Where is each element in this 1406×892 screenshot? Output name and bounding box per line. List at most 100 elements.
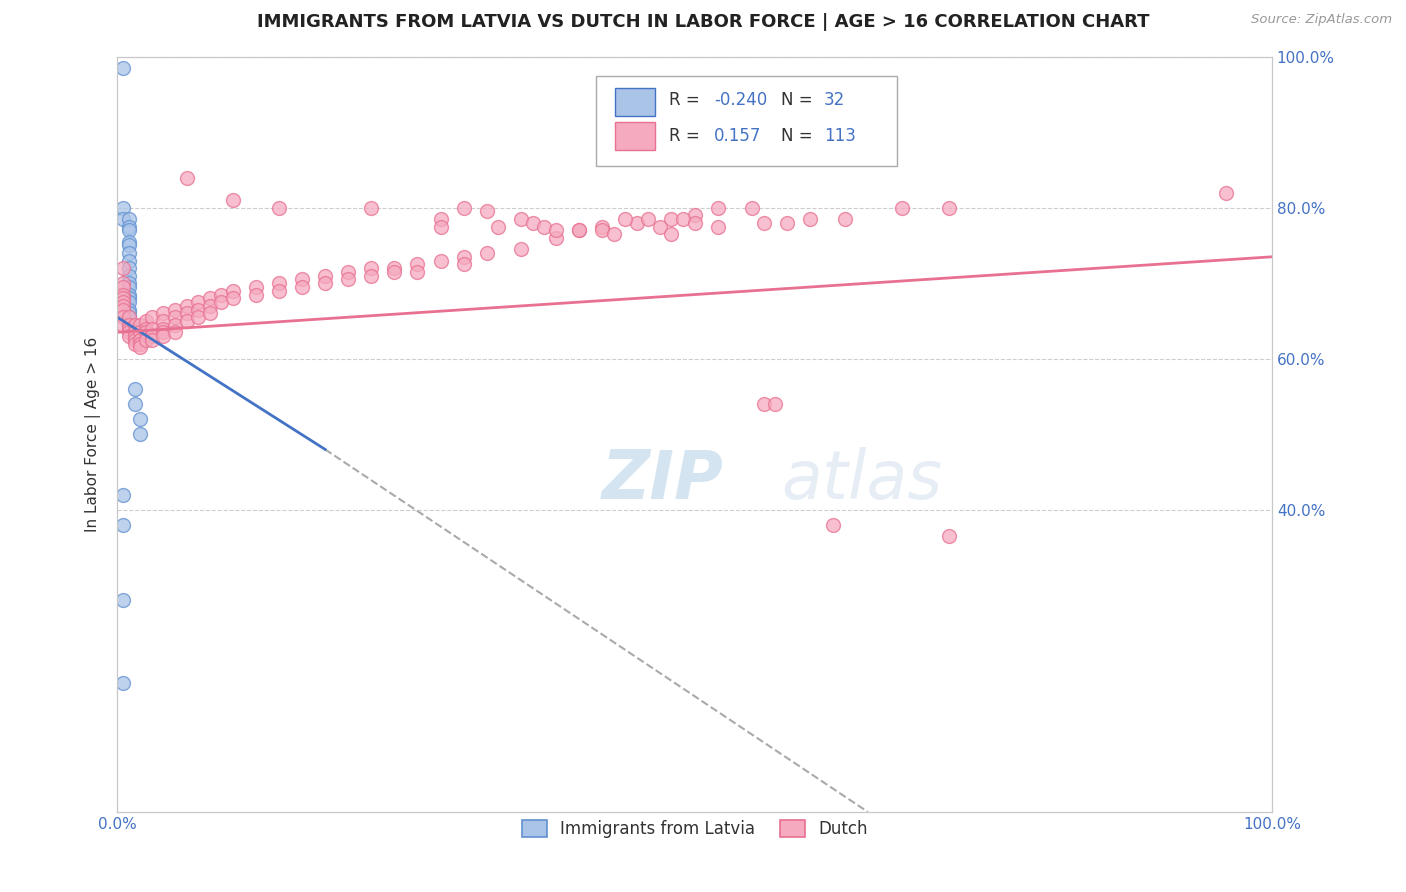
Point bbox=[544, 223, 567, 237]
Point bbox=[187, 295, 209, 310]
Point bbox=[752, 216, 775, 230]
Text: N =: N = bbox=[782, 127, 813, 145]
Point bbox=[475, 204, 498, 219]
Point bbox=[118, 246, 141, 260]
Text: R =: R = bbox=[669, 92, 700, 110]
Point bbox=[112, 212, 135, 227]
Point bbox=[118, 238, 141, 252]
Point bbox=[626, 216, 648, 230]
Point bbox=[124, 329, 146, 343]
Point bbox=[118, 295, 141, 310]
Point bbox=[544, 231, 567, 245]
FancyBboxPatch shape bbox=[596, 76, 897, 166]
Point bbox=[129, 412, 152, 426]
Point bbox=[135, 314, 157, 328]
Point bbox=[163, 326, 186, 340]
Point bbox=[118, 235, 141, 249]
Text: ZIP: ZIP bbox=[602, 447, 724, 513]
Point bbox=[135, 333, 157, 347]
Point bbox=[683, 208, 706, 222]
Point bbox=[245, 287, 267, 301]
Point bbox=[163, 302, 186, 317]
Point bbox=[406, 257, 429, 271]
Point bbox=[118, 287, 141, 301]
Text: N =: N = bbox=[782, 92, 813, 110]
Point bbox=[112, 287, 135, 301]
Point bbox=[360, 201, 382, 215]
Point bbox=[112, 302, 135, 317]
Point bbox=[648, 219, 671, 234]
Point bbox=[1215, 186, 1237, 200]
Point bbox=[135, 321, 157, 335]
Point bbox=[129, 333, 152, 347]
Point bbox=[112, 299, 135, 313]
Point bbox=[118, 219, 141, 234]
Text: 113: 113 bbox=[824, 127, 856, 145]
Point bbox=[475, 246, 498, 260]
Point bbox=[118, 223, 141, 237]
Point bbox=[118, 253, 141, 268]
Point bbox=[429, 212, 451, 227]
Point bbox=[129, 340, 152, 354]
Point bbox=[360, 261, 382, 276]
Text: 0.157: 0.157 bbox=[714, 127, 762, 145]
Point bbox=[163, 318, 186, 332]
Point bbox=[245, 280, 267, 294]
Point bbox=[129, 326, 152, 340]
Point bbox=[118, 261, 141, 276]
Point bbox=[176, 170, 198, 185]
Point bbox=[152, 321, 174, 335]
Point bbox=[141, 321, 163, 335]
Point bbox=[683, 216, 706, 230]
Point bbox=[382, 261, 405, 276]
Point bbox=[118, 329, 141, 343]
Point bbox=[661, 227, 683, 242]
Point bbox=[337, 265, 360, 279]
Point bbox=[291, 272, 314, 286]
Point bbox=[568, 223, 591, 237]
Point bbox=[360, 268, 382, 283]
Point bbox=[741, 201, 763, 215]
Point bbox=[568, 223, 591, 237]
Point bbox=[124, 321, 146, 335]
Point bbox=[124, 333, 146, 347]
Text: R =: R = bbox=[669, 127, 700, 145]
Point bbox=[135, 326, 157, 340]
Y-axis label: In Labor Force | Age > 16: In Labor Force | Age > 16 bbox=[86, 336, 101, 532]
Point bbox=[453, 257, 475, 271]
Point bbox=[118, 291, 141, 305]
Point bbox=[834, 212, 856, 227]
Point bbox=[187, 302, 209, 317]
Point bbox=[124, 326, 146, 340]
Point bbox=[176, 299, 198, 313]
Point bbox=[152, 329, 174, 343]
Point bbox=[129, 336, 152, 351]
Point bbox=[637, 212, 659, 227]
Point bbox=[118, 268, 141, 283]
Text: 32: 32 bbox=[824, 92, 845, 110]
FancyBboxPatch shape bbox=[614, 87, 655, 116]
Point bbox=[124, 397, 146, 411]
Point bbox=[129, 427, 152, 442]
Point bbox=[118, 326, 141, 340]
Point bbox=[209, 287, 232, 301]
Point bbox=[152, 314, 174, 328]
Point bbox=[591, 219, 613, 234]
Point bbox=[314, 277, 336, 291]
Point bbox=[222, 193, 245, 207]
Point bbox=[112, 277, 135, 291]
Point bbox=[406, 265, 429, 279]
Point bbox=[267, 284, 290, 298]
Point bbox=[510, 242, 533, 256]
Point bbox=[706, 219, 728, 234]
Point bbox=[187, 310, 209, 325]
Point bbox=[510, 212, 533, 227]
Point bbox=[533, 219, 555, 234]
Point bbox=[118, 302, 141, 317]
Point bbox=[267, 277, 290, 291]
Text: atlas: atlas bbox=[782, 447, 942, 513]
Point bbox=[124, 336, 146, 351]
Point bbox=[112, 61, 135, 75]
Point bbox=[453, 250, 475, 264]
Point bbox=[112, 676, 135, 690]
